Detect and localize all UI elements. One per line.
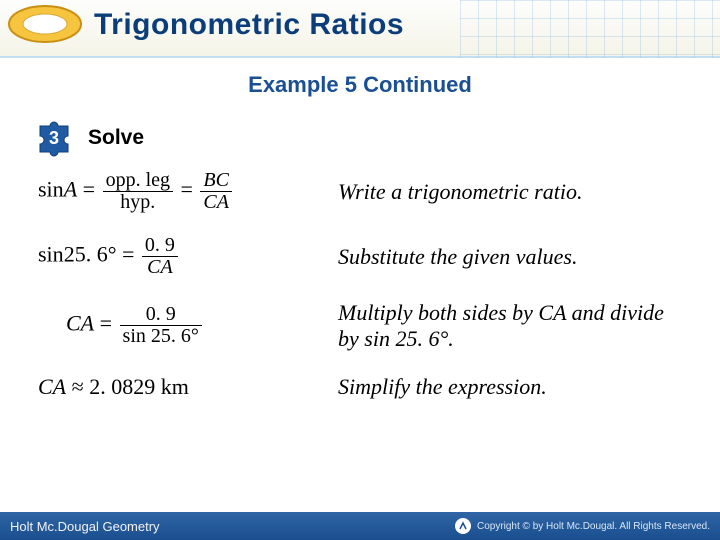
angle: 25. 6° <box>64 242 117 267</box>
numerator: 0. 9 <box>120 304 202 325</box>
equals: = <box>181 177 193 202</box>
page-title: Trigonometric Ratios <box>94 8 404 42</box>
step-4-math: CA ≈ 2. 0829 km <box>38 374 338 400</box>
frac-bc-ca: BC CA <box>200 170 232 213</box>
content: 3 Solve sinA = opp. leg hyp. = BC CA Wri… <box>0 98 720 400</box>
denominator: CA <box>142 256 178 278</box>
equals: = <box>83 177 95 202</box>
numerator: BC <box>200 170 232 191</box>
step-3-explain: Multiply both sides by CA and divide by … <box>338 300 686 352</box>
var-A: A <box>64 177 77 202</box>
step-1-explain: Write a trigonometric ratio. <box>338 179 686 205</box>
footer-logo-icon <box>455 518 471 534</box>
footer-brand: Holt Mc.Dougal Geometry <box>10 519 160 534</box>
denominator: hyp. <box>103 191 173 213</box>
step-4-explain: Simplify the expression. <box>338 374 686 400</box>
header-grid <box>460 0 720 58</box>
var-CA: CA <box>66 311 94 336</box>
logo-icon <box>6 2 84 46</box>
footer-copyright: Copyright © by Holt Mc.Dougal. All Right… <box>477 521 710 532</box>
frac-09-ca: 0. 9 CA <box>142 235 178 278</box>
puzzle-icon: 3 <box>34 118 74 158</box>
step-3-math: CA = 0. 9 sin 25. 6° <box>38 304 338 347</box>
step-2-explain: Substitute the given values. <box>338 244 686 270</box>
header: Trigonometric Ratios <box>0 0 720 58</box>
steps-grid: sinA = opp. leg hyp. = BC CA Write a tri… <box>38 170 686 400</box>
frac-09-sin256: 0. 9 sin 25. 6° <box>120 304 202 347</box>
equals: = <box>122 242 134 267</box>
numerator: opp. leg <box>103 170 173 191</box>
puzzle-number: 3 <box>49 128 59 148</box>
footer-copyright-group: Copyright © by Holt Mc.Dougal. All Right… <box>455 518 710 534</box>
denominator: CA <box>200 191 232 213</box>
footer: Holt Mc.Dougal Geometry Copyright © by H… <box>0 512 720 540</box>
equals: = <box>100 311 112 336</box>
frac-oppleg-hyp: opp. leg hyp. <box>103 170 173 213</box>
solve-heading: 3 Solve <box>34 118 686 158</box>
fn-sin: sin <box>38 177 64 202</box>
solve-label: Solve <box>88 126 144 150</box>
numerator: 0. 9 <box>142 235 178 256</box>
step-2-math: sin25. 6° = 0. 9 CA <box>38 235 338 278</box>
result: CA ≈ 2. 0829 km <box>38 374 189 399</box>
step-1-math: sinA = opp. leg hyp. = BC CA <box>38 170 338 213</box>
example-subtitle: Example 5 Continued <box>0 72 720 98</box>
denominator: sin 25. 6° <box>120 325 202 347</box>
fn-sin: sin <box>38 242 64 267</box>
